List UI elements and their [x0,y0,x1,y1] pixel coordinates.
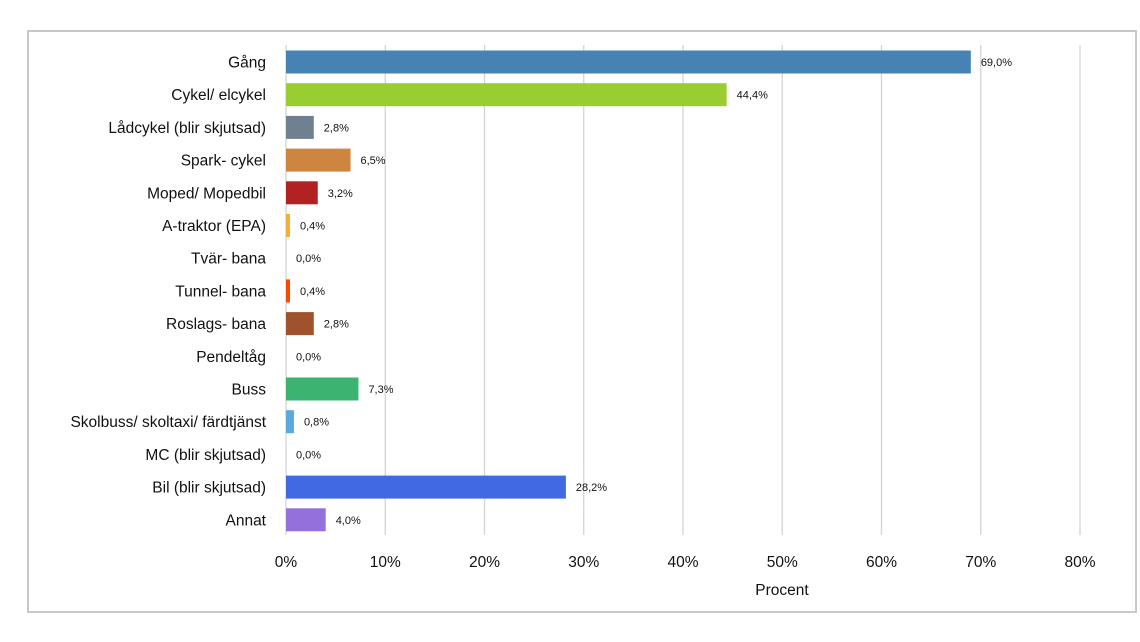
data-label: 0,4% [300,221,325,233]
category-label: Pendeltåg [196,349,266,366]
data-labels: 69,0% 44,4% 2,8% 6,5% 3,2% 0,4% 0,0% 0,4% 2,8% 0,… [296,57,1012,527]
bar [286,181,318,205]
data-label: 28,2% [576,482,607,494]
category-label: Lådcykel (blir skjutsad) [108,120,266,137]
bar [286,475,566,499]
category-label: Roslags- bana [166,316,266,333]
x-tick-label-30: 30% [568,554,599,571]
category-label: Gång [228,55,266,72]
category-label: Moped/ Mopedbil [147,185,266,202]
grid-layer [285,45,1081,535]
x-tick-label-40: 40% [667,554,698,571]
data-label: 4,0% [336,515,361,527]
category-label: A-traktor (EPA) [162,218,266,235]
bar [286,50,971,74]
bars-layer [286,50,971,532]
data-label: 2,8% [324,319,349,331]
x-tick-label-60: 60% [866,554,897,571]
category-label: Skolbuss/ skoltaxi/ färdtjänst [70,414,266,431]
data-label: 69,0% [981,57,1012,69]
data-label: 0,0% [296,449,321,461]
category-label: Tunnel- bana [175,283,266,300]
data-label: 0,0% [296,351,321,363]
bar [286,410,294,434]
bar [286,279,290,303]
data-label: 7,3% [368,384,393,396]
data-label: 0,0% [296,253,321,265]
x-tick-label-50: 50% [767,554,798,571]
category-labels: Gång Cykel/ elcykel Lådcykel (blir skjutsa… [70,55,266,530]
bar [286,148,351,172]
category-label: MC (blir skjutsad) [145,447,266,464]
x-axis-title: Procent [755,582,809,599]
data-label: 0,4% [300,286,325,298]
bar [286,115,314,139]
category-label: Cykel/ elcykel [171,87,266,104]
x-tick-labels: 0% 10% 20% 30% 40% 50% 60% 70% 80% [275,554,1096,571]
data-label: 6,5% [361,155,386,167]
data-label: 44,4% [737,90,768,102]
bar [286,312,314,336]
x-tick-label-80: 80% [1064,554,1095,571]
category-label: Bil (blir skjutsad) [152,480,266,497]
data-label: 2,8% [324,122,349,134]
data-label: 3,2% [328,188,353,200]
category-label: Buss [232,382,267,399]
chart-frame [27,30,1137,613]
category-label: Spark- cykel [181,153,266,170]
x-tick-label-20: 20% [469,554,500,571]
category-label: Annat [225,512,266,529]
x-tick-label-70: 70% [965,554,996,571]
x-tick-label-0: 0% [275,554,298,571]
bar [286,214,290,237]
bar [286,83,727,107]
bar [286,508,326,532]
x-tick-label-10: 10% [370,554,401,571]
bar [286,377,359,401]
category-label: Tvär- bana [191,251,266,268]
data-label: 0,8% [304,417,329,429]
